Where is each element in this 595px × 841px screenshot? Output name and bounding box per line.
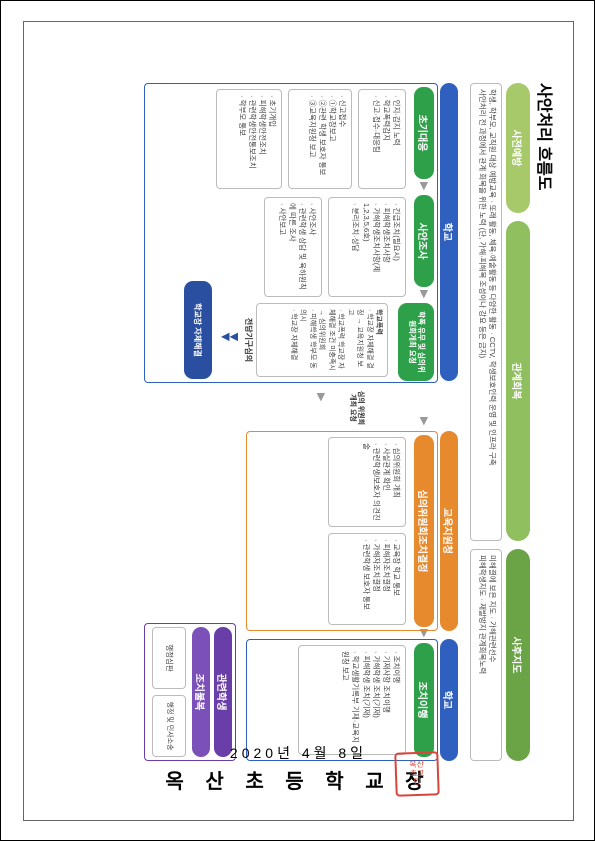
li: 미해결에 보은 지도: [488, 555, 497, 614]
li: 학교폭력 학교장 자체해결 조건 미충족시 → 심의위원회: [316, 309, 344, 371]
li: 분리조치·상담: [350, 203, 360, 291]
label: 관련학생: [215, 674, 230, 711]
title: 학교폭력: [375, 309, 382, 335]
li: 가해학생 조치(기재): [370, 651, 380, 749]
footer-date: 2020년 4월 8일: [24, 743, 573, 763]
li: 교육장 학교 통보: [390, 539, 400, 619]
li: 피해자조치결정: [380, 539, 390, 619]
org-edu-office: 교육지원청: [440, 431, 458, 631]
arrow-icon: ▶: [418, 417, 431, 425]
li: 신고접수: [336, 95, 346, 183]
li: ①학교장보고: [326, 95, 336, 183]
org-label: 교육지원청: [441, 508, 456, 554]
li: 재발방지 관계회복노력: [477, 603, 486, 674]
li: ②관련 학생 보호자 통보: [316, 95, 326, 183]
li: 학교장 자체해결 결정 → 교육지원청 보고: [345, 309, 373, 371]
li: 관련학생 보호자 통보: [360, 539, 370, 619]
label: 학교장 자체해결: [192, 303, 203, 357]
li: 심의위원회 개최: [390, 443, 400, 521]
li: 피해학생안전조치: [256, 95, 266, 183]
li: 학교장 자체해결: [288, 309, 297, 371]
box-urgent: 긴급조치(필요시) 피해학생조치사항 가해학생조치사항(제1,2,3,5,6호)…: [328, 197, 406, 297]
followup-details: 미해결에 보은 지도 · 가해관련선수 피해학생지도 · 재발방지 관계회복노력: [470, 549, 502, 761]
li: 피해학생조치사항: [380, 203, 390, 291]
org-label: 학교: [441, 691, 456, 709]
box-admin-trial: 행정심판: [152, 627, 186, 689]
prevention-details: 학생, 학부모, 교직원 대상 예방교육 · 또래 활동, 체육·예술활동 등 …: [470, 83, 502, 541]
label-request-connector: 심의 위원회 개최 요청: [347, 389, 364, 427]
box-execution: 조치이행 기재사항 조치이행 가해학생 조치(기재) 피해학생 조치(기재) 학…: [298, 645, 406, 755]
pill-recovery: 관계회복: [506, 221, 530, 541]
pill-appeal: 조치불복: [192, 627, 210, 757]
conn-label: 심의 위원회 개최 요청: [348, 391, 363, 425]
li: 기재사항 조치이행: [380, 651, 390, 749]
li: 학생, 학부모, 교직원 대상 예방교육: [488, 89, 497, 198]
li: 학교폭력감지: [380, 95, 390, 183]
pill-related-student: 관련학생: [214, 627, 232, 757]
org-label: 학교: [441, 223, 456, 241]
pill-label: 사후지도: [510, 637, 525, 674]
pill-prevention: 사전예방: [506, 83, 530, 213]
li: 관련학생/보호자 의견진술: [360, 443, 380, 521]
box-commitee-open: 심의위원회 개최 사실관계 확인 관련학생/보호자 의견진술: [328, 437, 406, 527]
li: 관련학생안전통보조치: [246, 95, 256, 183]
box-initial: 초기개입 피해학생안전조치 관련학생안전통보조치 학부모 통보: [216, 89, 282, 189]
li: 또래 활동, 체육·예술활동 등 다양한 활동: [488, 205, 497, 330]
footer-name: 옥 산 초 등 학 교 장: [24, 765, 573, 794]
li: 초기개입: [266, 95, 276, 183]
li: 가해학생조치사항(제1,2,3,5,6호): [360, 203, 380, 291]
footer: 2020년 4월 8일 옥 산 초 등 학 교 장: [24, 743, 573, 794]
pill-followup: 사후지도: [506, 549, 530, 761]
pill-label: 관계회복: [510, 363, 525, 400]
org-school-1: 학교: [440, 83, 458, 381]
label-review: 전담기구심의: [243, 303, 254, 377]
li: 관련학생 상담 및 육하원칙에 따른 조사: [286, 203, 306, 291]
li: 조치이행: [390, 651, 400, 749]
li: 사실관계 확인: [380, 443, 390, 521]
li: 학교생활기록부 기재·교육지원청 보고: [340, 651, 360, 749]
li: 긴급조치(필요시): [390, 203, 400, 291]
page-border: 사안처리 흐름도 사전예방 관계회복 사후지도 학생, 학부모, 교직원 대상 …: [23, 21, 574, 821]
pill-self-resolve: 학교장 자체해결: [184, 281, 212, 379]
box-investigate: 사안조사 관련학생 상담 및 육하원칙에 따른 조사 사안보고: [264, 197, 322, 297]
diagram-title: 사안처리 흐름도: [534, 83, 558, 191]
li: 신고·접수·대응팀: [370, 95, 380, 183]
seal-line: 인: [413, 778, 421, 787]
official-seal-icon: 옥산 초교 인: [394, 751, 440, 797]
box-decision: 학교폭력 학교장 자체해결 결정 → 교육지원청 보고 학교폭력 학교장 자체해…: [256, 303, 388, 377]
li: ③교육지원청 보고: [306, 95, 316, 183]
li: 피해학생지도: [477, 555, 486, 596]
li: CCTV, 학생보호인력 운영 및 인프라 구축: [488, 337, 497, 466]
pill-label: 사전예방: [510, 130, 525, 167]
box-detect: 인지·감지 노력 학교폭력감지 신고·접수·대응팀: [358, 89, 406, 189]
li: 사안조사: [306, 203, 316, 291]
li: 사안처리 전 과정에서 관계 회복을 위한 노력 (단, 가해·피해복 조성이나…: [477, 89, 486, 358]
li: 가해관련선수: [488, 621, 497, 662]
box-report: 신고접수 ①학교장보고 ②관련 학생 보호자 통보 ③교육지원청 보고: [288, 89, 352, 189]
li: 피해학생 조치(기재): [360, 651, 370, 749]
arrow-down-icon: ▶▶: [221, 331, 238, 344]
flowchart: 사안처리 흐름도 사전예방 관계회복 사후지도 학생, 학부모, 교직원 대상 …: [34, 71, 564, 771]
li: 피해학생 학부모 동의시: [298, 309, 317, 371]
li: 가해자조치결정: [370, 539, 380, 619]
li: 학부모 통보: [236, 95, 246, 183]
li: 사안보고: [276, 203, 286, 291]
arrow-icon: ▶: [315, 393, 328, 401]
label: 행정심판: [163, 644, 173, 672]
li: 인지·감지 노력: [390, 95, 400, 183]
label: 조치불복: [193, 674, 208, 711]
box-commitee-notify: 교육장 학교 통보 피해자조치결정 가해자조치결정 관련학생 보호자 통보: [328, 533, 406, 625]
